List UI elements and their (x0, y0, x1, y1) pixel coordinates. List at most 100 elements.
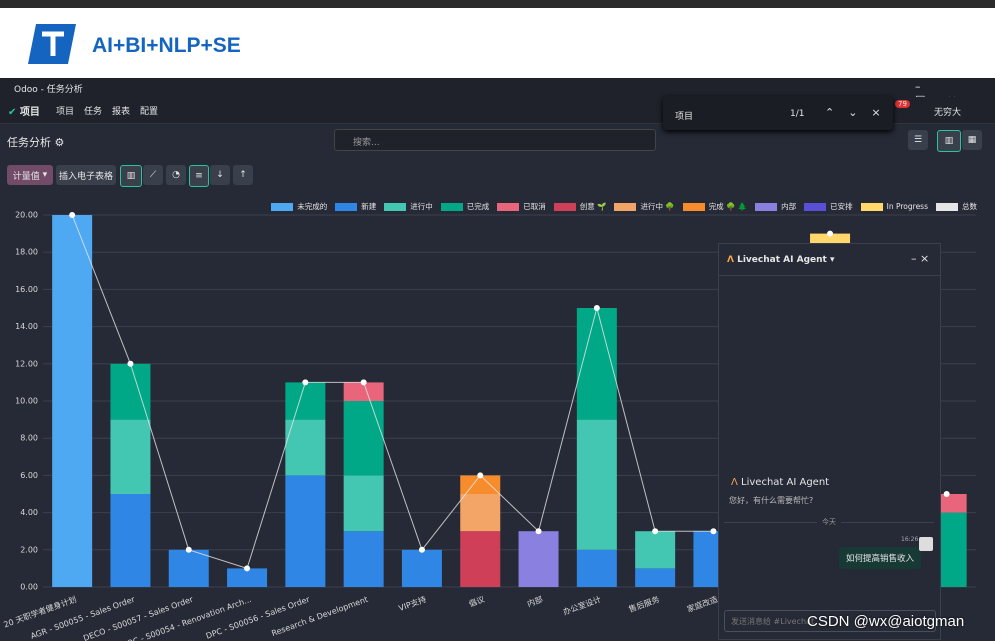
livechat-panel: Λ Livechat AI Agent ▾ – × Λ Livechat AI … (718, 243, 941, 640)
total-point (244, 565, 251, 572)
legend-label: 完成 🌳 🌲 (708, 202, 748, 211)
legend-item: 进行中 (384, 201, 433, 212)
x-tick-label: 内部 (526, 594, 544, 609)
line-chart-button[interactable]: ⟋ (143, 165, 163, 185)
bar-segment (343, 401, 384, 476)
menu-item[interactable]: 项目 (56, 107, 75, 117)
message-time: 16:26 (901, 536, 919, 543)
find-bar: 项目 1/1 ⌃⌄× (663, 96, 893, 130)
find-count: 1/1 (790, 109, 805, 119)
filter-button[interactable]: ☰ (908, 130, 928, 150)
y-tick-label: 18.00 (15, 248, 38, 257)
x-tick-label: 办公室设计 (561, 594, 602, 617)
legend-item: 完成 🌳 🌲 (682, 201, 748, 212)
legend-label: 新建 (361, 202, 377, 211)
bar-segment (460, 531, 501, 587)
bar-segment (518, 531, 559, 587)
total-point (127, 360, 134, 367)
bar-segment (635, 531, 676, 569)
legend-item: 新建 (335, 201, 376, 212)
legend-swatch (384, 202, 407, 211)
x-tick-label: DPC - S00056 - Sales Order (205, 595, 312, 641)
bar-segment (227, 568, 268, 587)
find-controls[interactable]: ⌃⌄× (825, 106, 895, 119)
legend-item: 未完成的 (271, 201, 327, 212)
badge: 79 (895, 100, 910, 108)
menu: 项目 任务 报表 配置 (56, 104, 158, 117)
y-tick-label: 8.00 (20, 434, 38, 443)
y-tick-label: 2.00 (20, 545, 38, 554)
measure-button[interactable]: 计量值 ▾ (7, 165, 53, 185)
bar-segment (576, 308, 617, 420)
bar-segment (110, 419, 151, 494)
legend-item: 已取消 (497, 201, 546, 212)
total-line (71, 214, 714, 570)
banner: AI+BI+NLP+SE (0, 8, 995, 78)
find-query[interactable]: 项目 (675, 112, 694, 122)
legend-label: 已取消 (523, 202, 546, 211)
x-tick-label: 倡议 (467, 594, 485, 609)
legend-item: 总数 (936, 201, 977, 212)
menu-item[interactable]: 配置 (140, 107, 159, 117)
bar-segment (285, 419, 326, 476)
legend-item: 创意 🌱 (553, 201, 606, 212)
legend-item: In Progress (860, 201, 928, 212)
search-placeholder: 搜索... (353, 138, 380, 148)
x-tick-label: 售后服务 (627, 594, 660, 614)
total-point (535, 528, 542, 535)
message-input[interactable]: 发送消息给 #Livechat (724, 610, 936, 632)
legend-swatch (936, 202, 958, 211)
bar-segment (635, 568, 676, 587)
legend-swatch (860, 202, 883, 211)
bar-segment (343, 475, 384, 532)
total-point (652, 528, 659, 535)
bar-segment (168, 549, 209, 587)
watermark: CSDN @wx@aiotgman (807, 613, 965, 630)
stack-button[interactable]: ≡ (189, 165, 209, 187)
legend-item: 已完成 (440, 201, 489, 212)
user-name[interactable]: 无穷大 (934, 108, 962, 118)
brand[interactable]: 项目 (19, 107, 40, 118)
search-box[interactable]: 搜索... (334, 129, 656, 151)
bar-segment (110, 494, 151, 587)
legend-swatch (755, 202, 778, 211)
total-point (360, 379, 367, 386)
bar-segment (576, 419, 617, 550)
legend-swatch (553, 202, 576, 211)
graph-view-button[interactable]: ▥ (937, 130, 961, 152)
bar-segment (52, 215, 93, 587)
bar-segment (460, 494, 501, 532)
legend-item: 进行中 🌳 (614, 201, 675, 212)
page-title: 任务分析 ⚙ (7, 136, 65, 149)
bar-segment (285, 475, 326, 587)
legend-swatch (804, 202, 827, 211)
y-tick-label: 6.00 (20, 471, 38, 480)
day-separator: 今天 (817, 517, 841, 527)
logo (28, 24, 76, 64)
legend-swatch (271, 202, 294, 211)
bar-segment (460, 475, 501, 494)
sort-desc-button[interactable]: ↓ (210, 165, 230, 185)
y-tick-label: 0.00 (20, 583, 38, 592)
total-point (710, 528, 717, 535)
y-tick-label: 12.00 (15, 359, 38, 368)
pivot-view-button[interactable]: ▦ (962, 130, 982, 150)
y-tick-label: 14.00 (15, 322, 38, 331)
total-point (477, 472, 484, 479)
insert-button[interactable]: 插入电子表格 (56, 165, 116, 185)
sort-asc-button[interactable]: ↑ (233, 165, 253, 185)
panel-controls[interactable]: – × (911, 252, 930, 265)
greeting: 您好，有什么需要帮忙? (729, 496, 814, 505)
legend-label: In Progress (886, 202, 928, 211)
pie-chart-button[interactable]: ◔ (166, 165, 186, 185)
bar-chart-button[interactable]: ▥ (120, 165, 142, 187)
bar-segment (401, 549, 442, 587)
legend-label: 未完成的 (297, 202, 328, 211)
legend-label: 总数 (962, 202, 977, 211)
bar-segment (110, 363, 151, 420)
menu-item[interactable]: 报表 (112, 107, 131, 117)
menu-item[interactable]: 任务 (84, 107, 103, 117)
legend: 未完成的 新建 进行中 已完成 已取消 创意 🌱 进行中 🌳 完成 🌳 🌲 内部 已安排 In Pr… (263, 201, 977, 212)
legend-label: 已安排 (830, 202, 853, 211)
